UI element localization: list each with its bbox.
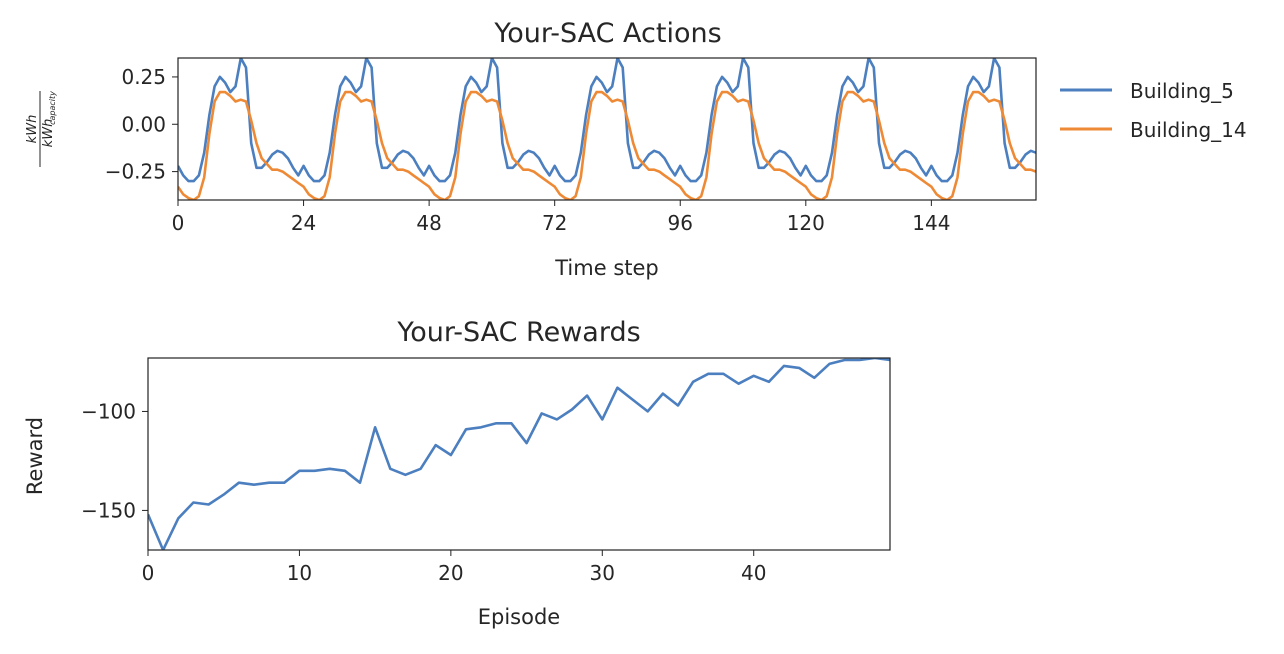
actions-y-label-denominator: kWh — [41, 119, 56, 148]
rewards-x-ticks: 0 10 20 30 40 — [142, 550, 766, 585]
actions-series-line-2 — [178, 90, 1036, 200]
actions-y-axis-label: kWh kWh capacity — [25, 91, 57, 167]
rewards-x-tick-label: 40 — [741, 561, 766, 585]
actions-x-tick-label: 96 — [668, 211, 693, 235]
actions-x-axis-label: Time step — [554, 256, 659, 280]
actions-x-tick-label: 144 — [912, 211, 950, 235]
actions-y-label-subscript: capacity — [48, 91, 57, 125]
actions-x-tick-label: 0 — [172, 211, 185, 235]
actions-x-ticks: 0 24 48 72 96 120 144 — [172, 200, 950, 235]
rewards-x-tick-label: 10 — [287, 561, 312, 585]
actions-chart-title: Your-SAC Actions — [493, 18, 721, 49]
actions-plot-frame — [177, 57, 1037, 201]
rewards-series-line-1 — [148, 358, 890, 550]
rewards-y-tick-label: −100 — [81, 399, 136, 423]
actions-legend: Building_5 Building_14 — [1060, 79, 1247, 142]
actions-x-tick-label: 48 — [416, 211, 441, 235]
rewards-x-tick-label: 30 — [590, 561, 615, 585]
rewards-x-tick-label: 20 — [438, 561, 463, 585]
actions-y-label-numerator: kWh — [25, 115, 40, 144]
actions-y-tick-label: 0.00 — [121, 112, 166, 136]
actions-series-line-1 — [178, 58, 1036, 183]
rewards-x-axis-label: Episode — [478, 605, 560, 629]
actions-x-tick-label: 24 — [291, 211, 316, 235]
rewards-series-group — [148, 358, 890, 550]
actions-y-tick-label: 0.25 — [121, 65, 166, 89]
rewards-y-tick-label: −150 — [81, 498, 136, 522]
actions-y-ticks: 0.25 0.00 −0.25 — [105, 65, 178, 184]
actions-x-tick-label: 120 — [787, 211, 825, 235]
legend-label-building-5: Building_5 — [1130, 79, 1234, 103]
rewards-chart-title: Your-SAC Rewards — [396, 317, 640, 348]
rewards-chart: Your-SAC Rewards 0 10 20 30 40 −100 −150 Epis… — [23, 317, 891, 629]
actions-x-tick-label: 72 — [542, 211, 567, 235]
rewards-x-tick-label: 0 — [142, 561, 155, 585]
actions-chart: Your-SAC Actions 0 24 48 72 96 120 144 0.25 0.0… — [25, 18, 1247, 280]
actions-series-group — [178, 58, 1036, 200]
rewards-plot-frame — [147, 357, 891, 551]
actions-y-tick-label: −0.25 — [105, 160, 166, 184]
rewards-y-axis-label: Reward — [23, 417, 47, 495]
legend-label-building-14: Building_14 — [1130, 118, 1247, 142]
rewards-y-ticks: −100 −150 — [81, 399, 148, 522]
